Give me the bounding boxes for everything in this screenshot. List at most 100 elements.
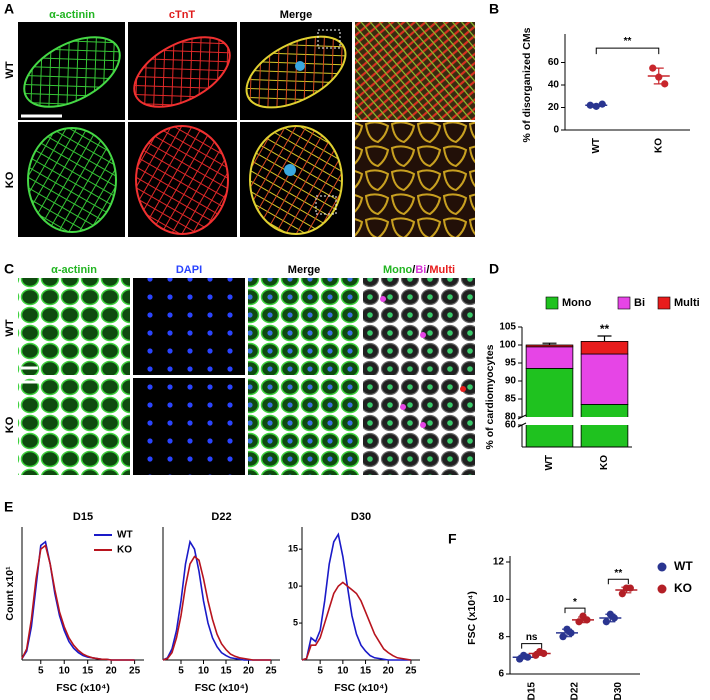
significance-label: ** bbox=[614, 568, 622, 579]
panel-label: F bbox=[448, 531, 457, 547]
legend-swatch bbox=[657, 296, 671, 310]
nucleus bbox=[420, 332, 426, 338]
column-header: Merge bbox=[280, 9, 312, 21]
x-tick-label: 20 bbox=[243, 666, 255, 677]
series-line bbox=[162, 555, 271, 661]
error-bar bbox=[653, 67, 664, 85]
y-tick-label: 6 bbox=[498, 669, 504, 680]
cell bbox=[135, 125, 229, 235]
x-tick-label: D15 bbox=[526, 682, 537, 700]
x-axis-label: FSC (x10⁴) bbox=[334, 682, 388, 694]
micrograph bbox=[355, 22, 475, 120]
error-bar bbox=[621, 586, 632, 594]
y-tick-label: 85 bbox=[505, 394, 517, 405]
x-tick-label: 20 bbox=[106, 666, 118, 677]
error-bar bbox=[597, 335, 612, 342]
legend-part: / bbox=[426, 264, 429, 276]
y-tick-label: 10 bbox=[288, 580, 298, 590]
x-tick-label: KO bbox=[599, 455, 610, 470]
nucleus bbox=[460, 386, 466, 392]
x-tick-label: 25 bbox=[129, 666, 141, 677]
x-tick-label: 25 bbox=[265, 666, 277, 677]
data-point bbox=[618, 590, 626, 598]
x-tick-label: 25 bbox=[405, 666, 417, 677]
x-tick-label: 15 bbox=[82, 666, 94, 677]
y-tick-label: 40 bbox=[548, 80, 560, 91]
significance-label: * bbox=[573, 597, 577, 608]
legend-label: WT bbox=[117, 530, 133, 541]
legend-marker bbox=[657, 562, 667, 572]
x-tick-label: 10 bbox=[337, 666, 349, 677]
error-bar bbox=[534, 651, 545, 656]
significance-bracket bbox=[595, 47, 660, 55]
y-tick-label: 80 bbox=[505, 412, 517, 423]
x-tick-label: 5 bbox=[317, 666, 323, 677]
x-tick-label: 10 bbox=[198, 666, 210, 677]
column-header: α-actinin bbox=[49, 9, 95, 21]
row-label: KO bbox=[4, 171, 16, 188]
error-bar bbox=[562, 628, 572, 638]
significance-label: ns bbox=[526, 632, 538, 643]
y-tick-label: 12 bbox=[493, 557, 505, 568]
micrograph bbox=[18, 278, 130, 375]
error-bar bbox=[605, 613, 616, 623]
nucleus bbox=[284, 164, 296, 176]
x-tick-label: KO bbox=[653, 138, 664, 153]
series-line bbox=[21, 544, 135, 661]
nucleus bbox=[295, 61, 305, 71]
legend-part: / bbox=[412, 264, 415, 276]
x-tick-label: 5 bbox=[178, 666, 184, 677]
legend-swatch bbox=[617, 296, 631, 310]
y-tick-label: 90 bbox=[505, 376, 517, 387]
legend-marker bbox=[657, 584, 667, 594]
legend-label: KO bbox=[117, 545, 132, 556]
column-header: Mono/Bi/Multi bbox=[383, 264, 455, 276]
legend-label: WT bbox=[674, 559, 693, 573]
cell bbox=[23, 36, 121, 108]
zoom-box bbox=[315, 195, 337, 215]
bar-segment bbox=[580, 353, 629, 405]
column-header: DAPI bbox=[176, 264, 202, 276]
micrograph bbox=[355, 122, 475, 237]
bar-segment bbox=[525, 367, 574, 448]
y-axis-label: FSC (x10⁴) bbox=[466, 591, 478, 645]
nucleus bbox=[420, 422, 426, 428]
nucleus bbox=[380, 296, 386, 302]
y-tick-label: 0 bbox=[553, 125, 559, 136]
panel-label: A bbox=[4, 1, 14, 17]
error-bar bbox=[542, 342, 557, 345]
bar-segment bbox=[525, 346, 574, 369]
legend-part: Mono bbox=[383, 264, 413, 276]
significance-bracket bbox=[521, 643, 543, 649]
column-header: α-actinin bbox=[51, 264, 97, 276]
micrograph bbox=[363, 378, 475, 475]
x-tick-label: 20 bbox=[383, 666, 395, 677]
error-bar bbox=[518, 654, 529, 660]
y-tick-label: 15 bbox=[288, 544, 298, 554]
bar-segment bbox=[580, 403, 629, 448]
panel-label: B bbox=[489, 1, 499, 17]
column-header: cTnT bbox=[169, 9, 196, 21]
y-tick-label: 105 bbox=[499, 322, 516, 333]
x-tick-label: 5 bbox=[38, 666, 44, 677]
significance-bracket bbox=[564, 607, 586, 614]
bar-segment bbox=[580, 340, 629, 355]
y-tick-label: 8 bbox=[498, 631, 504, 642]
x-tick-label: 15 bbox=[360, 666, 372, 677]
legend-part: Multi bbox=[429, 264, 455, 276]
subplot-title: D15 bbox=[73, 511, 93, 523]
legend-label: KO bbox=[674, 581, 692, 595]
y-axis-label: % of disorganized CMs bbox=[521, 27, 533, 142]
panel-label: C bbox=[4, 261, 14, 277]
micrograph bbox=[18, 378, 130, 475]
x-tick-label: WT bbox=[591, 138, 602, 154]
y-tick-label: 20 bbox=[548, 102, 560, 113]
row-label: WT bbox=[4, 61, 16, 78]
legend-label: Multi bbox=[674, 297, 700, 309]
x-axis-label: FSC (x10⁴) bbox=[195, 682, 249, 694]
y-tick-label: 60 bbox=[505, 420, 517, 431]
cell bbox=[249, 125, 343, 235]
cell bbox=[245, 35, 347, 109]
